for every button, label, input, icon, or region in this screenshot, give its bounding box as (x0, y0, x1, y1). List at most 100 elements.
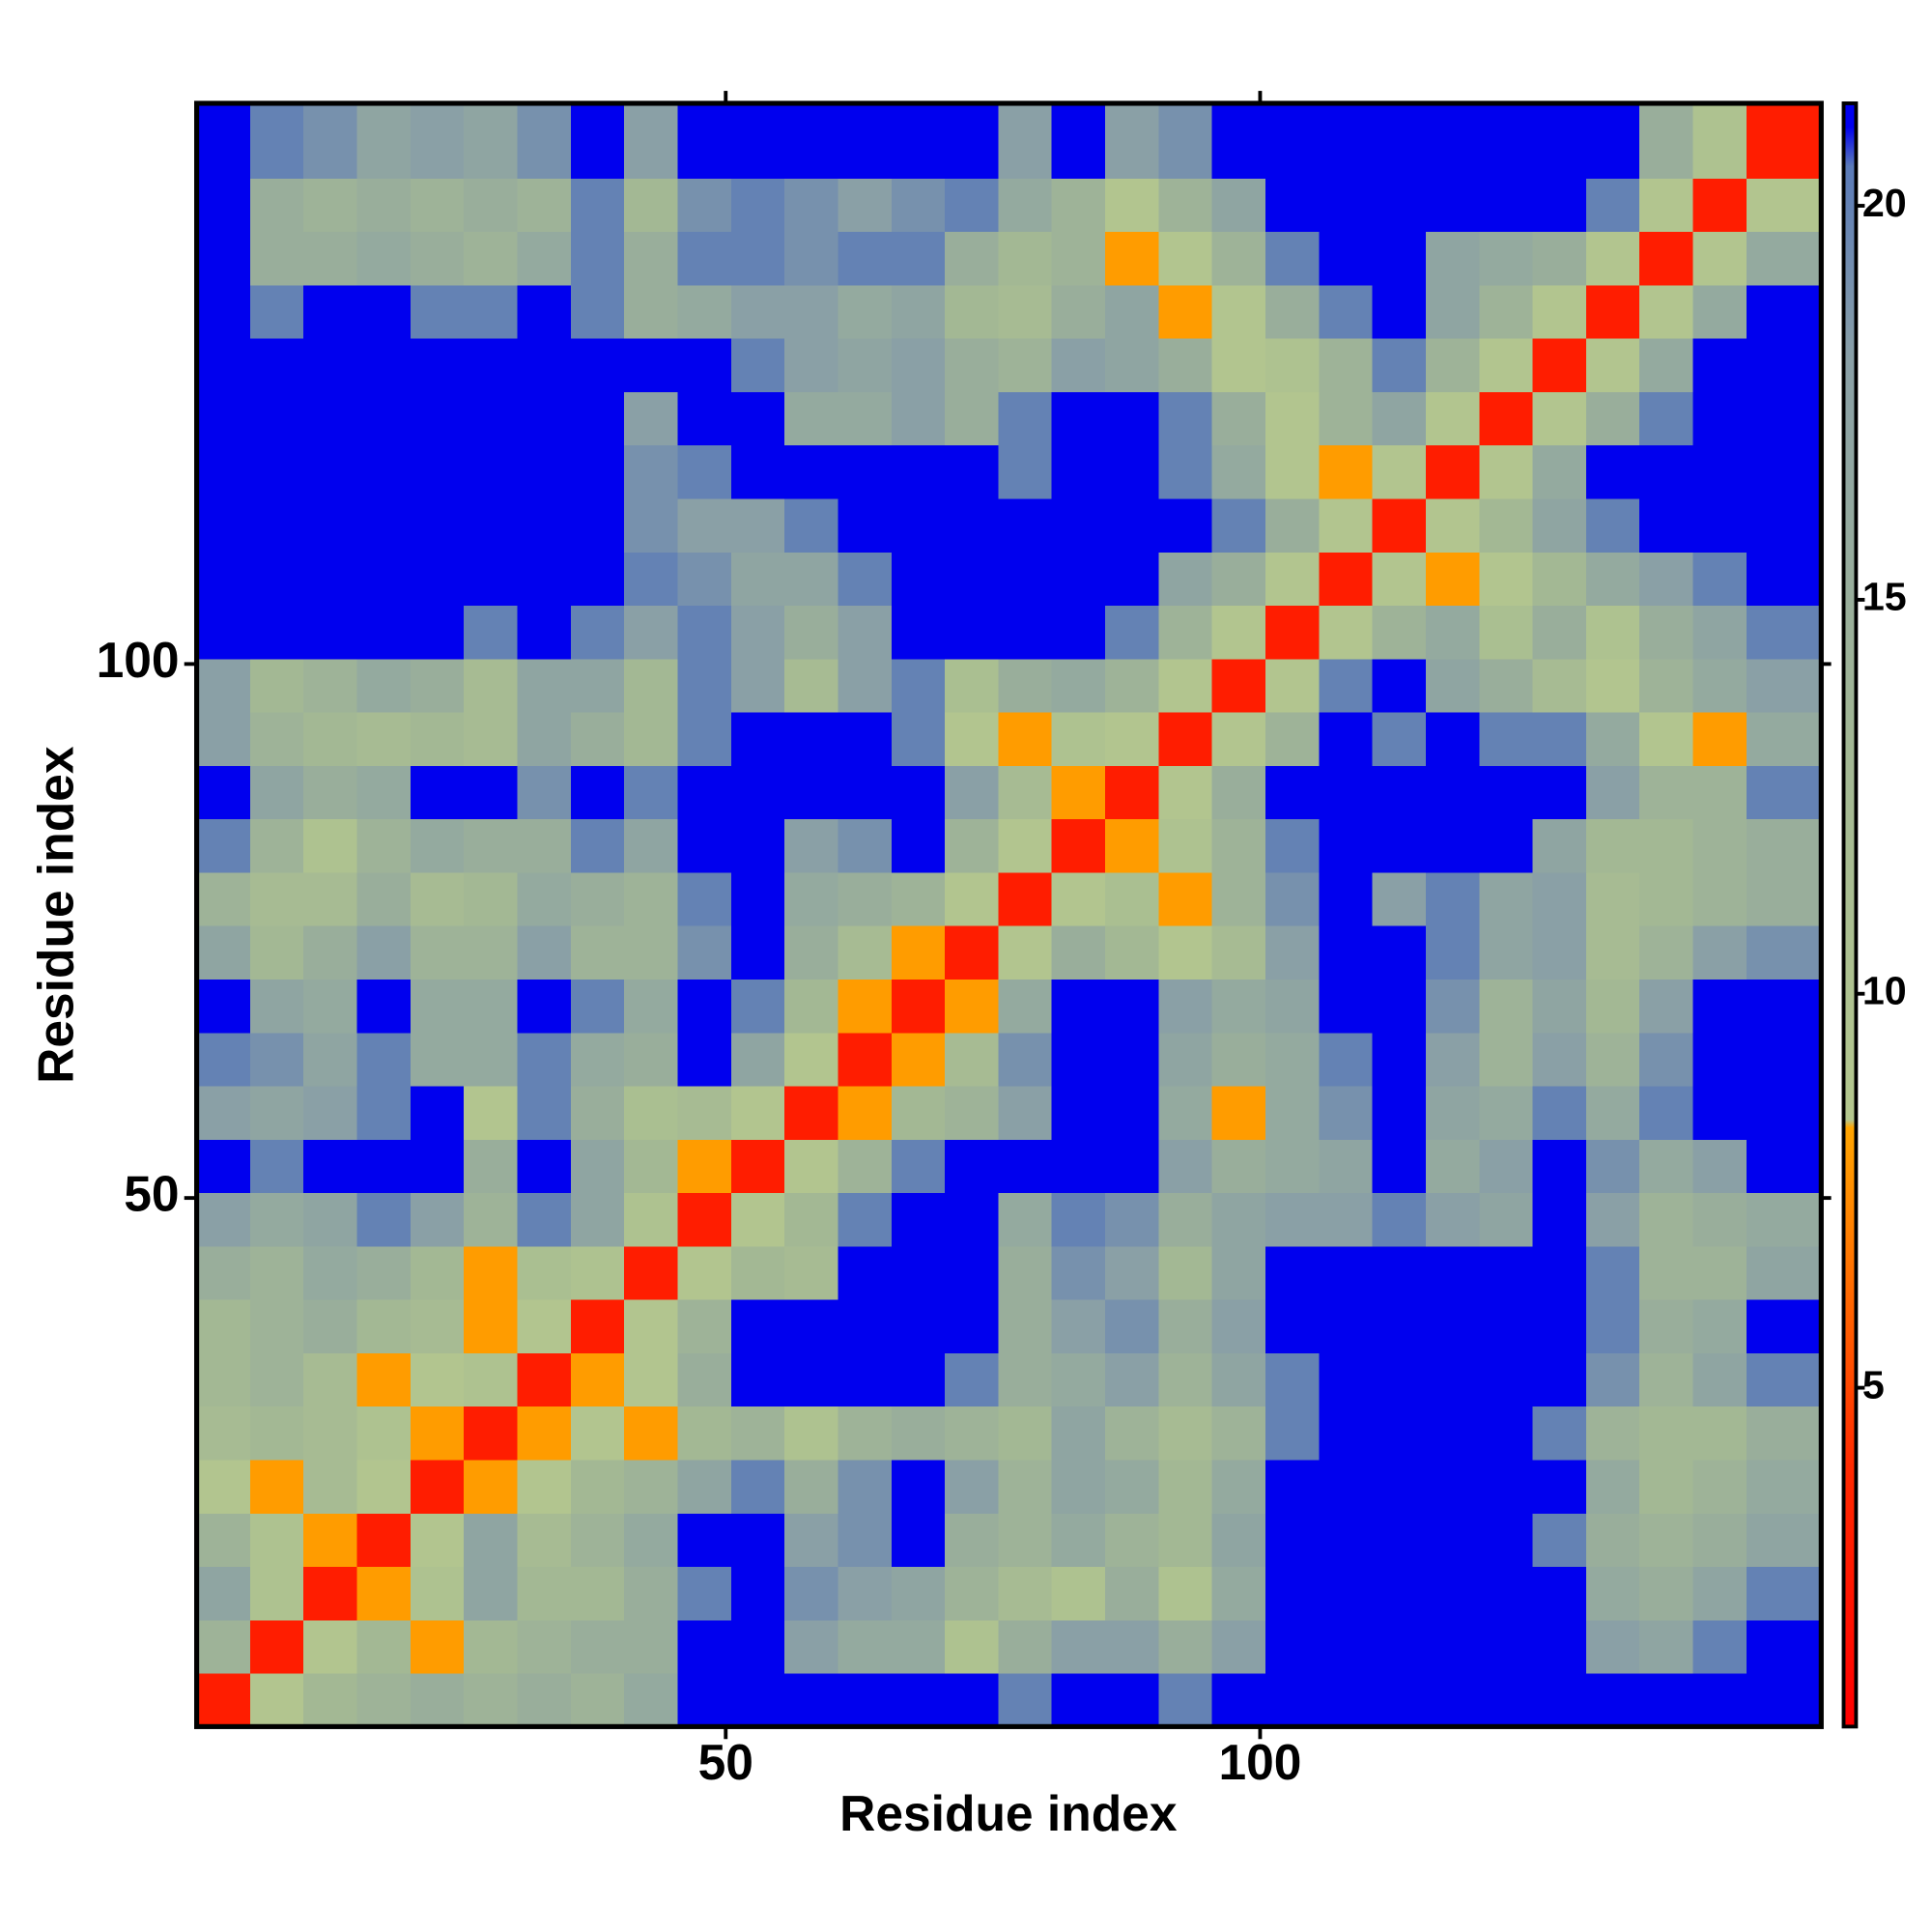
heatmap-cell (1211, 658, 1266, 713)
heatmap-cell (1211, 712, 1266, 766)
heatmap-cell (730, 1299, 785, 1353)
heatmap-cell (1211, 102, 1266, 179)
heatmap-cell (784, 102, 838, 179)
heatmap-cell (677, 1619, 732, 1674)
heatmap-cell (998, 871, 1053, 926)
heatmap-cell (464, 1566, 519, 1621)
heatmap-cell (1746, 231, 1822, 286)
heatmap-cell (730, 1619, 785, 1674)
heatmap-cell (410, 979, 465, 1034)
heatmap-cell (1425, 871, 1480, 926)
heatmap-cell (303, 1566, 358, 1621)
heatmap-cell (464, 765, 519, 820)
heatmap-cell (1264, 818, 1320, 873)
heatmap-cell (1425, 1139, 1480, 1194)
heatmap-cell (1264, 658, 1320, 713)
heatmap-cell (464, 1513, 519, 1568)
heatmap-cell (891, 231, 946, 286)
heatmap-cell (1479, 1566, 1534, 1621)
heatmap-cell (1532, 1406, 1587, 1461)
heatmap-cell (838, 818, 893, 873)
heatmap-cell (1264, 1513, 1320, 1568)
heatmap-cell (1051, 979, 1106, 1034)
heatmap-cell (1479, 231, 1534, 286)
colorbar-tick-label: 15 (1862, 575, 1907, 619)
heatmap-cell (1105, 1513, 1159, 1568)
heatmap-cell (1479, 1032, 1534, 1087)
heatmap-cell (1372, 178, 1427, 233)
heatmap-cell (945, 284, 999, 339)
heatmap-cell (1105, 284, 1159, 339)
heatmap-cell (1158, 1192, 1213, 1247)
heatmap-cell (1585, 552, 1640, 607)
heatmap-cell (838, 1513, 893, 1568)
heatmap-cell (464, 979, 519, 1034)
heatmap-cell (1319, 1459, 1374, 1514)
heatmap-cell (1372, 1245, 1427, 1300)
heatmap-cell (677, 1673, 732, 1727)
heatmap-cell (1319, 1619, 1374, 1674)
heatmap-cell (410, 605, 465, 660)
heatmap-cell (570, 765, 625, 820)
heatmap-cell (624, 818, 678, 873)
heatmap-cell (1425, 1566, 1480, 1621)
heatmap-cell (1319, 765, 1374, 820)
heatmap-cell (249, 552, 304, 607)
heatmap-cell (1479, 1299, 1534, 1353)
heatmap-cell (303, 1139, 358, 1194)
heatmap-cell (1692, 231, 1747, 286)
heatmap-cell (1692, 1619, 1747, 1674)
heatmap-cell (303, 658, 358, 713)
heatmap-cell (1211, 284, 1266, 339)
heatmap-cell (1692, 979, 1747, 1034)
heatmap-cell (410, 765, 465, 820)
heatmap-cell (249, 498, 304, 553)
heatmap-cell (677, 338, 732, 392)
heatmap-cell (303, 391, 358, 446)
heatmap-cell (410, 1619, 465, 1674)
heatmap-cell (410, 498, 465, 553)
heatmap-cell (1051, 1245, 1106, 1300)
heatmap-cell (838, 552, 893, 607)
heatmap-cell (998, 1245, 1053, 1300)
heatmap-cell (249, 338, 304, 392)
heatmap-cell (303, 552, 358, 607)
heatmap-cell (249, 658, 304, 713)
heatmap-cell (838, 765, 893, 820)
heatmap-cell (356, 1245, 412, 1300)
heatmap-cell (517, 552, 572, 607)
heatmap-cell (1211, 1299, 1266, 1353)
heatmap-cell (196, 658, 251, 713)
heatmap-cell (517, 391, 572, 446)
heatmap-cell (945, 1299, 999, 1353)
heatmap-cell (196, 1459, 251, 1514)
heatmap-cell (1585, 498, 1640, 553)
heatmap-cell (1211, 1352, 1266, 1407)
heatmap-cell (624, 1566, 678, 1621)
heatmap-cell (1425, 765, 1480, 820)
heatmap-cell (624, 925, 678, 980)
heatmap-cell (1211, 231, 1266, 286)
heatmap-cell (1425, 818, 1480, 873)
heatmap-cell (1692, 498, 1747, 553)
heatmap-cell (356, 1513, 412, 1568)
heatmap-cell (1264, 1619, 1320, 1674)
heatmap-cell (1051, 498, 1106, 553)
heatmap-cell (945, 444, 999, 499)
plot-frame (194, 100, 1824, 1729)
heatmap-cell (570, 925, 625, 980)
heatmap-cell (838, 231, 893, 286)
heatmap-cell (303, 1352, 358, 1407)
heatmap-cell (249, 1619, 304, 1674)
heatmap-cell (356, 979, 412, 1034)
heatmap-cell (570, 1566, 625, 1621)
heatmap-cell (730, 871, 785, 926)
heatmap-cell (1692, 391, 1747, 446)
heatmap-cell (1319, 444, 1374, 499)
heatmap-cell (570, 444, 625, 499)
heatmap-cell (624, 765, 678, 820)
heatmap-cell (891, 925, 946, 980)
heatmap-cell (1372, 102, 1427, 179)
heatmap-cell (1105, 1459, 1159, 1514)
